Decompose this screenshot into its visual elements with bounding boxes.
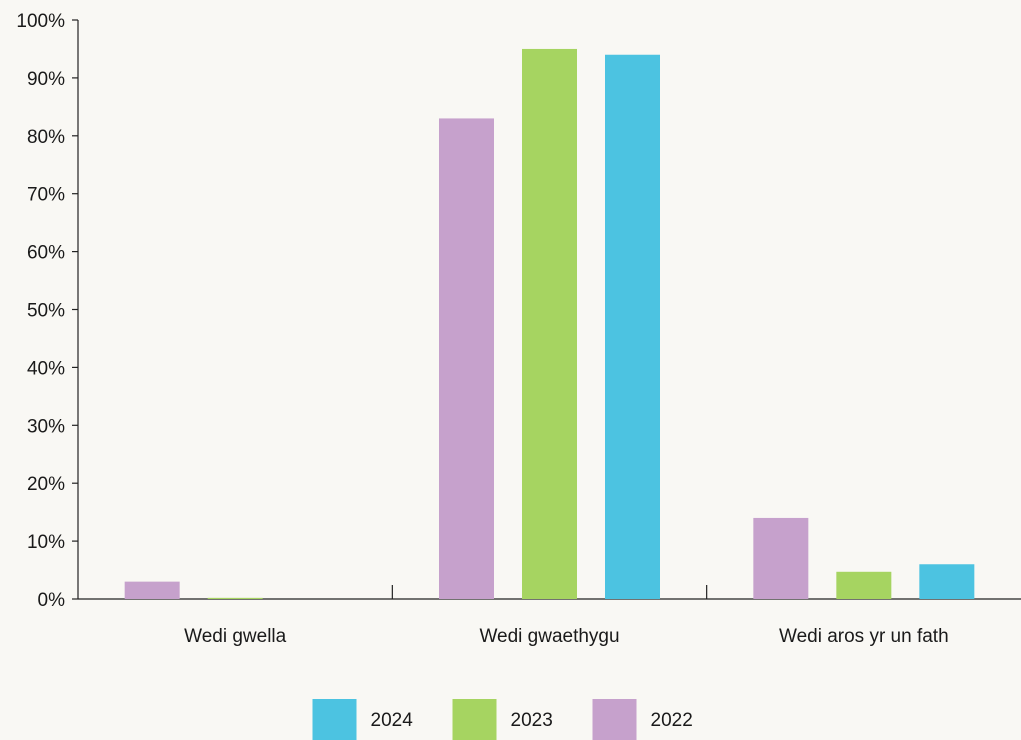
legend-label-2022: 2022	[651, 710, 693, 731]
y-tick-label: 100%	[16, 11, 65, 32]
bar-2023-3	[836, 571, 892, 599]
x-category-label: Wedi gwella	[184, 626, 287, 647]
legend-swatch-2024	[312, 699, 357, 740]
bar-2024-3	[919, 564, 975, 599]
y-tick-label: 70%	[27, 185, 65, 206]
bar-2022-3	[753, 517, 809, 599]
bars	[124, 48, 975, 600]
y-tick-label: 50%	[27, 301, 65, 322]
y-tick-label: 90%	[27, 69, 65, 90]
bar-2024-2	[605, 54, 660, 600]
bar-2023-1	[207, 597, 263, 599]
y-tick-label: 10%	[27, 532, 65, 553]
bar-2023-2	[522, 48, 577, 599]
x-category-label: Wedi aros yr un fath	[779, 626, 949, 647]
y-tick-label: 30%	[27, 416, 65, 437]
y-axis: 0% 10% 20% 30% 40% 50% 60% 70% 80% 90% 100%	[16, 11, 79, 611]
y-tick-label: 20%	[27, 474, 65, 495]
y-tick-label: 80%	[27, 127, 65, 148]
legend-swatch-2023	[452, 699, 497, 740]
legend-label-2023: 2023	[511, 710, 553, 731]
legend-label-2024: 2024	[371, 710, 414, 731]
legend-swatch-2022	[592, 699, 637, 740]
y-tick-label: 0%	[38, 590, 66, 611]
bar-2022-2	[439, 118, 494, 600]
x-category-label: Wedi gwaethygu	[479, 626, 619, 647]
y-tick-label: 40%	[27, 358, 65, 379]
bar-2022-1	[124, 581, 180, 599]
y-tick-label: 60%	[27, 243, 65, 264]
legend: 2024 2023 2022	[312, 699, 693, 740]
